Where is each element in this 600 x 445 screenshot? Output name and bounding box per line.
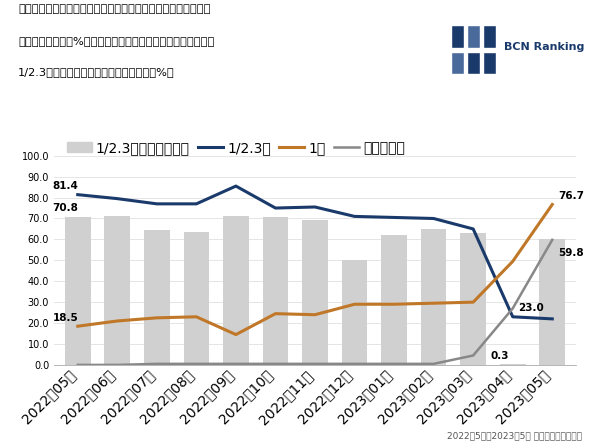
Bar bbox=[460, 233, 486, 365]
Text: 76.7: 76.7 bbox=[558, 191, 584, 201]
Bar bbox=[381, 235, 407, 365]
Text: BCN Ranking: BCN Ranking bbox=[504, 42, 584, 52]
FancyBboxPatch shape bbox=[483, 52, 496, 74]
Text: 1/2.3センサーモデルの販売台数構成比（%）: 1/2.3センサーモデルの販売台数構成比（%） bbox=[18, 67, 175, 77]
Bar bbox=[144, 230, 170, 365]
Text: 81.4: 81.4 bbox=[53, 181, 79, 191]
FancyBboxPatch shape bbox=[467, 25, 481, 48]
FancyBboxPatch shape bbox=[451, 52, 464, 74]
Text: 23.0: 23.0 bbox=[518, 303, 544, 313]
Bar bbox=[104, 216, 130, 365]
Text: 販売台数構成比（%）とコンパクトデジカメ市場全体における: 販売台数構成比（%）とコンパクトデジカメ市場全体における bbox=[18, 36, 214, 45]
Bar bbox=[223, 216, 249, 365]
Text: 18.5: 18.5 bbox=[53, 313, 79, 323]
FancyBboxPatch shape bbox=[467, 52, 481, 74]
Bar bbox=[302, 219, 328, 365]
Bar bbox=[421, 229, 446, 365]
Legend: 1/2.3型（市場全体）, 1/2.3型, 1型, フルサイズ: 1/2.3型（市場全体）, 1/2.3型, 1型, フルサイズ bbox=[61, 136, 410, 161]
Text: ソニーのコンパクトデジタルカメラにおけるセンサーサイズ別: ソニーのコンパクトデジタルカメラにおけるセンサーサイズ別 bbox=[18, 4, 211, 14]
Bar bbox=[263, 218, 289, 365]
Bar bbox=[184, 232, 209, 365]
Bar bbox=[65, 217, 91, 365]
Text: 0.3: 0.3 bbox=[491, 351, 509, 361]
Bar bbox=[500, 364, 526, 365]
Bar bbox=[341, 260, 367, 365]
FancyBboxPatch shape bbox=[451, 25, 464, 48]
FancyBboxPatch shape bbox=[483, 25, 496, 48]
Bar bbox=[539, 239, 565, 365]
Text: 70.8: 70.8 bbox=[53, 203, 79, 213]
Text: 59.8: 59.8 bbox=[558, 248, 583, 259]
Text: 2022年5月～2023年5月 月次＜最大パネル＞: 2022年5月～2023年5月 月次＜最大パネル＞ bbox=[447, 432, 582, 441]
